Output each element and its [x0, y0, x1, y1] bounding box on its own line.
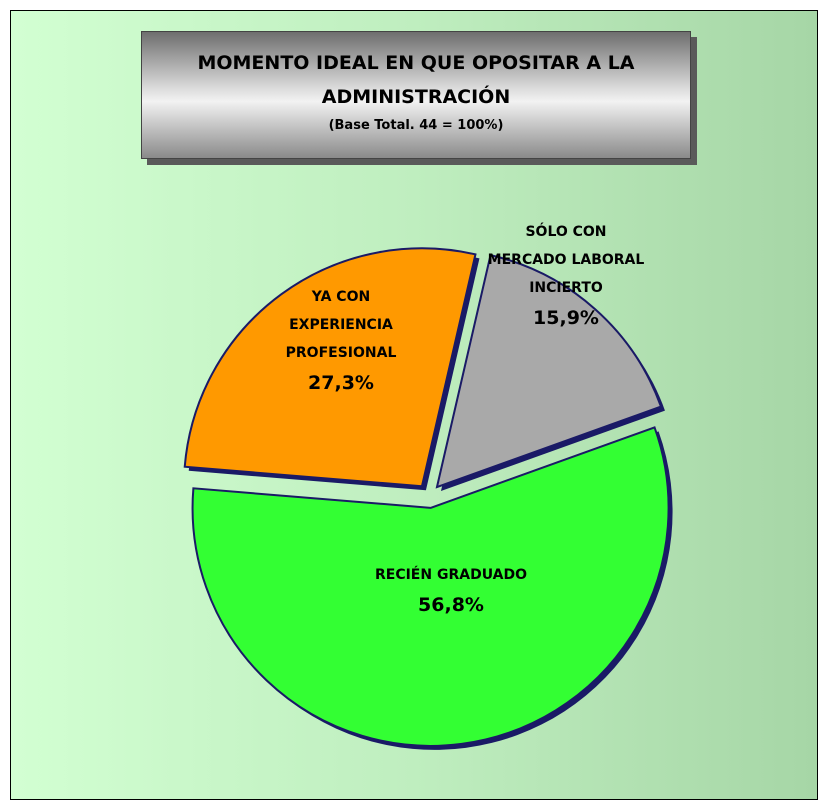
- category-label: SÓLO CON MERCADO LABORAL INCIERTO: [487, 224, 645, 296]
- slice-label: RECIÉN GRADUADO 56,8%: [371, 561, 531, 621]
- slice-label: YA CON EXPERIENCIA PROFESIONAL 27,3%: [261, 283, 421, 399]
- chart-subtitle: (Base Total. 44 = 100%): [328, 118, 504, 133]
- pie-slice: [435, 253, 663, 489]
- pie-slice: [191, 426, 670, 747]
- value-label: 56,8%: [418, 594, 484, 616]
- slice-label: SÓLO CON MERCADO LABORAL INCIERTO 15,9%: [486, 218, 646, 334]
- category-label: YA CON EXPERIENCIA PROFESIONAL: [285, 289, 397, 361]
- title-box: MOMENTO IDEAL EN QUE OPOSITAR A LA ADMIN…: [141, 31, 691, 159]
- chart: [183, 247, 673, 750]
- value-label: 15,9%: [533, 307, 599, 329]
- value-label: 27,3%: [308, 372, 374, 394]
- chart-frame: MOMENTO IDEAL EN QUE OPOSITAR A LA ADMIN…: [10, 10, 818, 800]
- chart-title: MOMENTO IDEAL EN QUE OPOSITAR A LA ADMIN…: [197, 52, 635, 108]
- category-label: RECIÉN GRADUADO: [374, 567, 527, 583]
- pie-slice: [183, 247, 477, 488]
